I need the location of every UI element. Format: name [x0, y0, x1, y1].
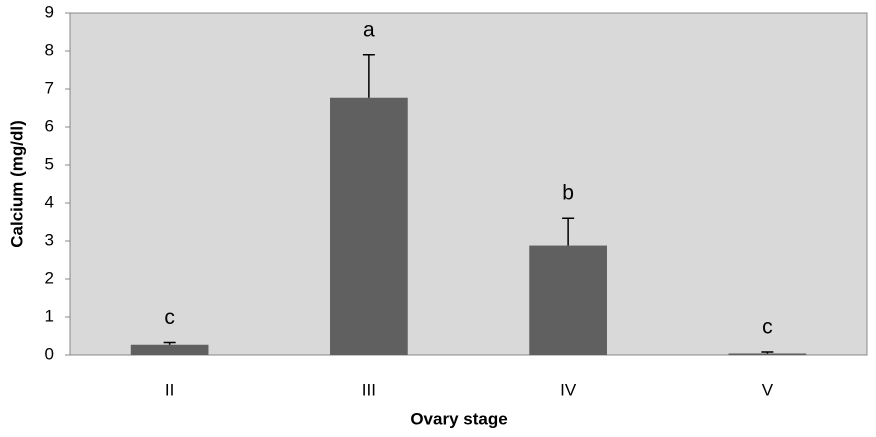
bar: [529, 245, 607, 355]
error-bar: [163, 341, 176, 345]
y-tick-label: 1: [45, 306, 54, 325]
bar: [728, 353, 807, 355]
y-tick-label: 8: [45, 40, 54, 59]
error-bar: [362, 54, 375, 98]
error-bar: [761, 351, 774, 354]
significance-letter: b: [562, 182, 574, 205]
significance-letter: c: [762, 316, 773, 339]
y-tick-label: 3: [45, 230, 54, 249]
y-tick-label: 0: [45, 344, 54, 363]
significance-letter: a: [363, 18, 375, 41]
significance-letter: c: [164, 306, 175, 329]
error-bar: [562, 217, 575, 246]
y-tick-label: 9: [45, 2, 54, 21]
y-axis-title: Calcium (mg/dl): [7, 120, 26, 248]
y-tick-label: 5: [45, 154, 54, 173]
x-tick-label: IV: [560, 380, 577, 399]
y-tick-label: 7: [45, 78, 54, 97]
plot-area: [69, 12, 868, 356]
x-tick-label: III: [362, 380, 376, 399]
y-tick-label: 4: [45, 192, 54, 211]
x-tick-label: II: [165, 380, 174, 399]
y-tick-label: 6: [45, 116, 54, 135]
bar: [330, 97, 408, 356]
y-tick-label: 2: [45, 268, 54, 287]
bar: [130, 344, 209, 355]
x-tick-label: V: [762, 380, 774, 399]
x-axis-title: Ovary stage: [410, 409, 507, 428]
